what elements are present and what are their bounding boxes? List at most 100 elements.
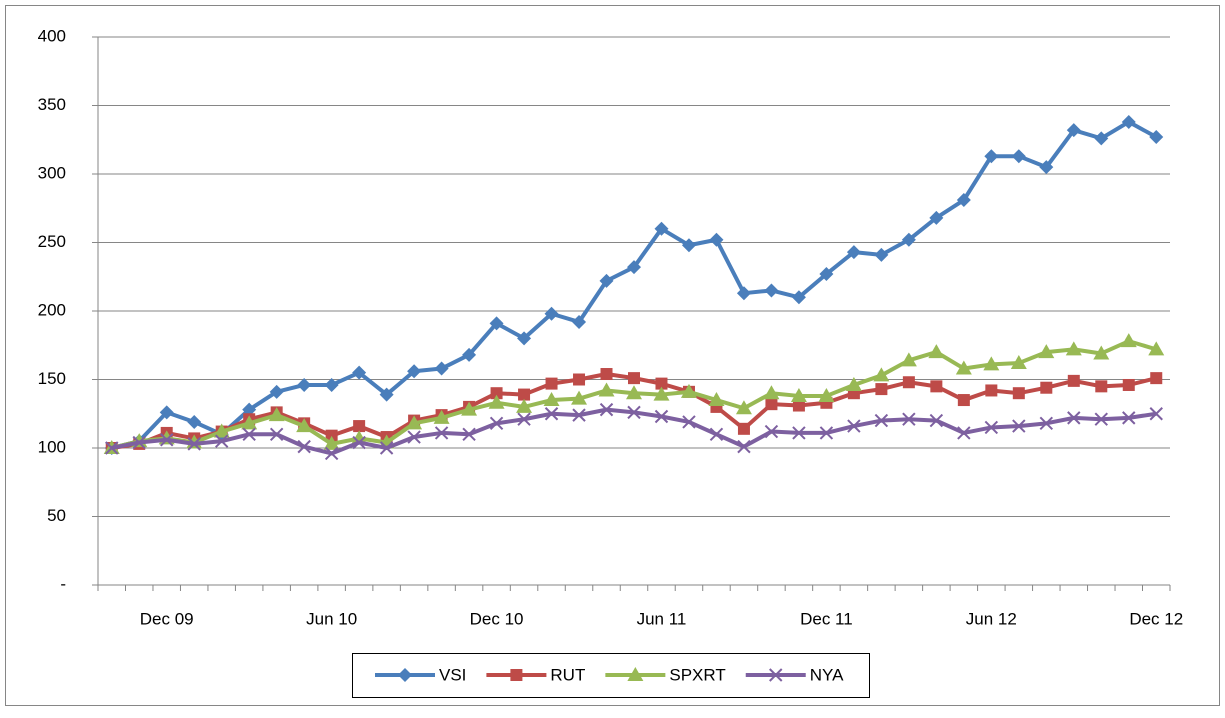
- marker: [984, 420, 999, 435]
- marker: [214, 434, 229, 448]
- legend-label: SPXRT: [669, 665, 725, 684]
- marker: [462, 347, 477, 362]
- marker: [599, 402, 614, 417]
- marker: [709, 232, 724, 247]
- marker: [352, 365, 367, 380]
- marker: [297, 377, 312, 392]
- marker: [1038, 344, 1055, 359]
- marker: [956, 193, 971, 208]
- marker: [901, 232, 916, 247]
- x-tick-label: Jun 10: [306, 609, 357, 628]
- marker: [187, 414, 202, 429]
- marker: [874, 247, 889, 262]
- marker: [873, 367, 890, 382]
- marker: [819, 267, 834, 282]
- y-tick-label: 200: [38, 300, 66, 319]
- marker: [900, 352, 917, 367]
- marker: [792, 426, 806, 440]
- marker: [132, 435, 146, 450]
- marker: [682, 415, 696, 429]
- marker: [572, 314, 587, 329]
- x-tick-label: Dec 09: [140, 609, 194, 628]
- marker: [769, 668, 783, 682]
- marker: [902, 412, 916, 426]
- marker: [902, 376, 915, 389]
- marker: [572, 408, 586, 422]
- marker: [407, 430, 421, 444]
- marker: [874, 413, 889, 428]
- marker: [1066, 123, 1081, 138]
- marker: [406, 415, 423, 430]
- marker: [351, 430, 368, 445]
- marker: [598, 382, 615, 397]
- marker: [323, 435, 340, 450]
- marker: [627, 405, 641, 420]
- marker: [510, 669, 523, 681]
- marker: [983, 356, 1000, 371]
- marker: [1065, 341, 1082, 356]
- y-tick-label: 150: [38, 369, 66, 388]
- marker: [1121, 114, 1136, 129]
- marker: [628, 372, 640, 385]
- marker: [352, 435, 366, 450]
- marker: [955, 360, 972, 375]
- marker: [819, 426, 834, 440]
- marker: [187, 437, 201, 451]
- marker: [626, 385, 642, 400]
- x-tick-label: Dec 10: [470, 609, 524, 628]
- marker: [160, 433, 174, 447]
- x-tick-label: Jun 12: [966, 609, 1017, 628]
- marker: [1094, 131, 1109, 146]
- marker: [516, 398, 533, 413]
- marker: [241, 415, 258, 430]
- marker: [324, 446, 339, 461]
- marker: [708, 392, 725, 407]
- marker: [379, 441, 394, 455]
- legend-label: NYA: [810, 665, 844, 684]
- marker: [653, 386, 670, 401]
- marker: [846, 245, 861, 260]
- marker: [929, 210, 944, 225]
- marker: [1093, 345, 1110, 360]
- marker: [544, 306, 559, 321]
- y-tick-label: 100: [38, 437, 66, 456]
- x-tick-label: Jun 11: [637, 609, 687, 628]
- y-tick-label: -: [60, 574, 66, 593]
- marker: [1094, 412, 1108, 426]
- marker: [818, 387, 835, 402]
- marker: [928, 344, 945, 359]
- marker: [929, 413, 944, 428]
- marker: [845, 376, 862, 391]
- marker: [543, 392, 560, 407]
- y-tick-label: 250: [38, 232, 66, 251]
- marker: [680, 383, 697, 398]
- marker: [627, 667, 644, 681]
- marker: [655, 377, 668, 390]
- marker: [930, 380, 943, 393]
- marker: [545, 377, 558, 390]
- marker: [407, 364, 422, 379]
- marker: [1095, 380, 1108, 393]
- marker: [1010, 355, 1027, 370]
- marker: [297, 439, 311, 454]
- marker: [398, 668, 412, 682]
- marker: [1122, 411, 1136, 425]
- marker: [957, 426, 971, 440]
- marker: [488, 394, 505, 409]
- marker: [517, 412, 531, 426]
- marker: [1040, 381, 1053, 394]
- marker: [957, 394, 970, 407]
- marker: [490, 387, 503, 400]
- marker: [1150, 372, 1163, 385]
- marker: [1012, 387, 1025, 400]
- marker: [573, 373, 586, 386]
- y-tick-label: 400: [38, 26, 66, 45]
- marker: [1149, 130, 1164, 145]
- marker: [792, 399, 805, 412]
- y-tick-label: 300: [38, 163, 66, 182]
- marker: [462, 427, 476, 442]
- marker: [433, 409, 450, 424]
- y-tick-label: 50: [47, 506, 66, 525]
- marker: [654, 409, 669, 424]
